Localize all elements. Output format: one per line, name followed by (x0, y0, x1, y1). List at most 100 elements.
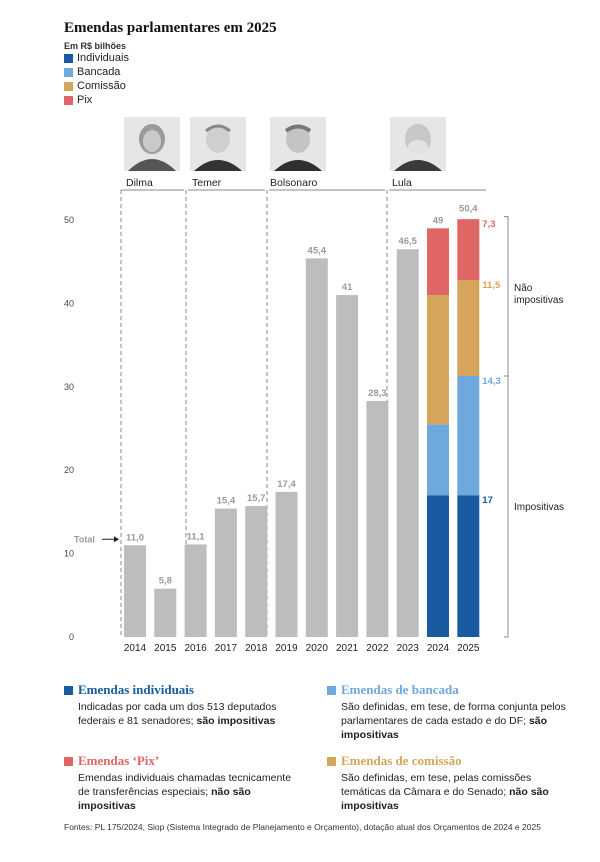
legend-swatch (64, 81, 73, 91)
x-tick-label: 2025 (457, 643, 480, 654)
legend-item-individuais: Individuais (64, 51, 129, 65)
legend-label: Comissão (77, 80, 126, 92)
bar-total-label: 28,3 (368, 388, 387, 399)
note-individuais: Emendas individuais Indicadas por cada u… (64, 683, 304, 728)
bracket-nao-impositivas (504, 216, 509, 377)
note-text: Indicadas por cada um dos 513 deputados … (78, 701, 277, 727)
legend-label: Pix (77, 94, 93, 106)
arrow-icon (114, 536, 119, 543)
bar-segment-bancada (457, 375, 480, 496)
person-icon (394, 124, 442, 171)
bracket-label-nao: Não (514, 283, 533, 294)
note-bold: não são impositivas (78, 786, 251, 812)
bar-segment-individuais (457, 495, 480, 637)
note-bold: são impositivas (196, 715, 276, 727)
note-title: Emendas individuais (78, 682, 194, 697)
portrait-bolsonaro (270, 117, 326, 171)
bracket-label-impositivas-lower: Impositivas (514, 502, 564, 513)
bar-segment-pix (457, 219, 480, 281)
note-swatch (327, 756, 336, 766)
president-name: Temer (192, 177, 222, 189)
bar (396, 249, 419, 637)
bar (214, 508, 237, 637)
x-tick-label: 2014 (124, 643, 147, 654)
bar-segment-pix (427, 228, 449, 296)
bar-total-label: 41 (342, 282, 353, 293)
note-pix: Emendas ‘Pix’ Emendas individuais chamad… (64, 754, 304, 813)
x-tick-label: 2015 (154, 643, 177, 654)
y-tick-label: 40 (64, 298, 74, 308)
note-bold: são impositivas (341, 715, 548, 741)
x-tick-label: 2019 (275, 643, 298, 654)
bar-total-label: 50,4 (459, 204, 478, 215)
bar (124, 545, 146, 637)
x-tick-label: 2023 (397, 643, 420, 654)
bar-segment-comissao (457, 280, 480, 376)
president-name: Dilma (126, 177, 153, 189)
person-icon (274, 124, 322, 171)
portrait-dilma (124, 117, 180, 171)
legend-label: Bancada (77, 66, 121, 78)
bar-segment-comissao (427, 295, 449, 425)
legend: Individuais Bancada Comissão Pix (64, 51, 129, 107)
y-tick-label: 50 (64, 215, 74, 225)
bar (336, 295, 359, 637)
x-tick-label: 2024 (427, 643, 450, 654)
bar (305, 258, 328, 637)
note-swatch (64, 756, 73, 766)
bracket-impositivas (504, 375, 509, 638)
note-text: Emendas individuais chamadas tecnicament… (78, 772, 292, 798)
bar-total-label: 17,4 (277, 479, 296, 490)
note-swatch (327, 685, 336, 695)
bar-total-label: 15,7 (247, 493, 266, 504)
y-tick-label: 10 (64, 549, 74, 559)
note-title: Emendas ‘Pix’ (78, 753, 160, 768)
bar-total-label: 46,5 (398, 236, 417, 247)
segment-label-individuais: 17 (482, 495, 493, 506)
legend-swatch (64, 67, 73, 77)
bar-total-label: 15,4 (217, 496, 236, 507)
note-title: Emendas de comissão (341, 753, 462, 768)
bar-chart: 0 10 20 30 40 50 Dilma Temer Bolsonaro Lula 11,0 20… (64, 177, 564, 654)
x-tick-label: 2020 (306, 643, 329, 654)
x-tick-label: 2017 (215, 643, 238, 654)
bar-total-label: 11,0 (126, 532, 144, 543)
bar-total-label: 5,8 (159, 576, 172, 587)
bar (366, 400, 389, 637)
bar-total-label: 49 (433, 215, 444, 226)
portrait-lula (390, 117, 446, 171)
x-tick-label: 2016 (184, 643, 207, 654)
legend-swatch (64, 95, 73, 105)
note-bold: não são impositivas (341, 786, 549, 812)
segment-label-bancada: 14,3 (482, 376, 501, 387)
segment-label-pix: 7,3 (482, 219, 495, 230)
bar-segment-bancada (427, 424, 449, 496)
x-tick-label: 2018 (245, 643, 268, 654)
bar-segment-individuais (427, 495, 449, 637)
total-annotation: Total (74, 534, 95, 544)
x-tick-label: 2022 (366, 643, 389, 654)
y-tick-label: 20 (64, 465, 74, 475)
y-tick-label: 0 (69, 632, 74, 642)
legend-item-bancada: Bancada (64, 65, 129, 79)
president-name: Lula (392, 177, 412, 189)
note-title: Emendas de bancada (341, 682, 459, 697)
chart-title: Emendas parlamentares em 2025 (64, 20, 277, 36)
source-note: Fontes: PL 175/2024, Siop (Sistema Integ… (64, 822, 541, 832)
bar-total-label: 45,4 (308, 245, 327, 256)
portrait-temer (190, 117, 246, 171)
note-text: São definidas, em tese, de forma conjunt… (341, 701, 566, 727)
bar (245, 506, 268, 637)
bar (154, 588, 177, 637)
bar (184, 544, 207, 637)
bar (275, 491, 298, 637)
legend-swatch (64, 53, 73, 63)
note-bancada: Emendas de bancada São definidas, em tes… (327, 683, 567, 742)
legend-label: Individuais (77, 52, 129, 64)
bracket-label-impositivas: impositivas (514, 295, 563, 306)
president-name: Bolsonaro (270, 177, 317, 189)
note-swatch (64, 685, 73, 695)
note-text: São definidas, em tese, pelas comissões … (341, 772, 532, 798)
person-icon (194, 124, 242, 171)
x-tick-label: 2021 (336, 643, 359, 654)
